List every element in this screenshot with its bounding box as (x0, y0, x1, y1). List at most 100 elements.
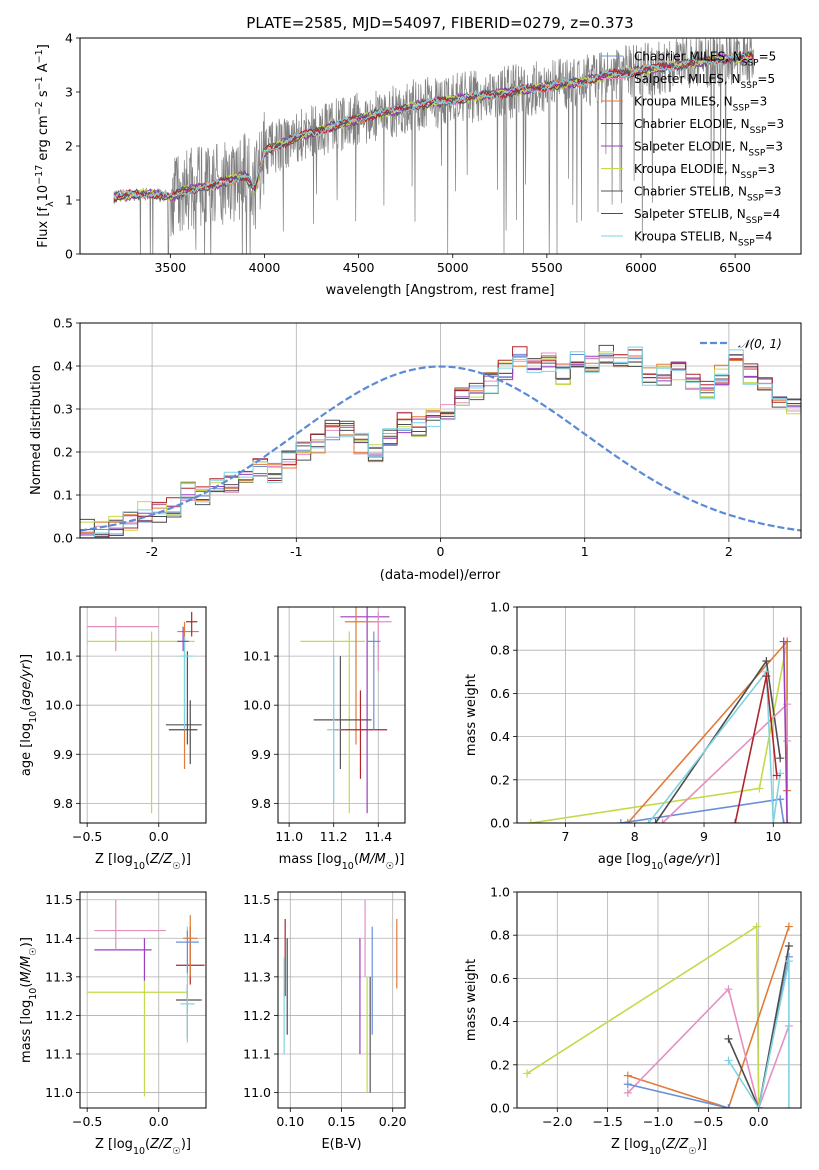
legend-label-suffix: =5 (759, 50, 777, 64)
mass-weight-line (530, 641, 788, 823)
y-tick-label: 0.0 (490, 1101, 510, 1116)
label-part: Z [log (611, 1137, 649, 1152)
mass_vs_Z-y-axis-label: mass [log10(M/M☉)] (19, 937, 39, 1063)
label-part: −17 (34, 165, 45, 185)
mass-weight-marker (784, 1104, 793, 1108)
x-tick-label: −0.5 (72, 829, 102, 844)
mass-weight-marker (623, 1080, 632, 1089)
x-tick-label: 11.2 (320, 829, 348, 844)
mass-weight-line (727, 960, 790, 1108)
plot-area (300, 607, 392, 814)
plot-area (283, 899, 398, 1093)
legend-label-text: Salpeter ELODIE, N (634, 140, 748, 154)
age_vs_mass-x-axis-label: mass [log10(M/M☉)] (279, 852, 405, 872)
label-part: −1 (34, 76, 45, 90)
y-tick-label: 0.2 (490, 772, 510, 787)
legend-label-subscript: SSP (741, 81, 758, 91)
mass_vs_ebv-x-axis-label: E(B-V) (321, 1137, 361, 1152)
mass-weight-marker (526, 819, 535, 823)
label-part: ( (661, 1137, 666, 1152)
legend-label-subscript: SSP (738, 239, 755, 249)
legend-label: Chabrier MILES, NSSP=5 (634, 50, 776, 69)
y-tick-label: 11.1 (243, 1047, 271, 1062)
x-tick-label: 6000 (625, 260, 657, 275)
spectrum-title: PLATE=2585, MJD=54097, FIBERID=0279, z=0… (246, 14, 633, 32)
plot-area (113, 38, 755, 254)
label-part: ( (145, 852, 150, 867)
legend-label-subscript: SSP (748, 149, 765, 159)
y-tick-label: 1.0 (490, 600, 510, 615)
y-tick-label: 0.2 (490, 1057, 510, 1072)
axes-frame (277, 606, 406, 824)
label-part: −1 (34, 49, 45, 63)
label-part: E(B-V) (321, 1137, 361, 1152)
y-tick-label: 11.0 (45, 1085, 73, 1100)
legend-label-subscript: SSP (741, 171, 758, 181)
label-part: ( (19, 706, 34, 711)
legend-label: Kroupa MILES, NSSP=3 (634, 95, 767, 114)
errorbar-point (327, 656, 341, 804)
legend-label: Kroupa STELIB, NSSP=4 (634, 230, 772, 249)
errorbar-point (87, 616, 159, 652)
label-part: s (36, 90, 51, 101)
label-part: )] (710, 852, 720, 867)
y-tick-label: 11.4 (45, 931, 73, 946)
label-part: ☉ (28, 947, 39, 956)
x-tick-label: 0 (437, 544, 445, 559)
x-tick-label: −0.5 (72, 1114, 102, 1129)
legend-label-suffix: =3 (766, 117, 784, 131)
label-part: ☉ (172, 861, 181, 872)
mass-weight-line (654, 658, 781, 823)
label-part: mass [log (19, 1000, 34, 1063)
errorbar-point (313, 656, 372, 769)
y-tick-label: 10.0 (45, 698, 73, 713)
mass-vs-metallicity-panel: −0.5 0.011.011.111.211.311.411.5Z [log10(… (19, 891, 207, 1157)
mass-weight-marker (623, 1071, 632, 1080)
mass-weight-marker (776, 795, 785, 804)
y-tick-label: 0.0 (53, 531, 73, 546)
y-tick-label: 0 (65, 247, 73, 262)
histogram-step-line (80, 349, 801, 537)
axes-frame (79, 891, 207, 1109)
mass-weight-marker (623, 1088, 632, 1097)
legend-label: Salpeter MILES, NSSP=5 (634, 72, 775, 91)
label-part: ( (145, 1137, 150, 1152)
legend-label: Kroupa ELODIE, NSSP=3 (634, 162, 775, 181)
y-tick-label: 11.2 (243, 1008, 271, 1023)
histogram-step-line (80, 355, 801, 533)
gaussian-reference-curve (80, 365, 801, 532)
label-part: age [log (598, 852, 651, 867)
y-tick-label: 0.4 (490, 1014, 510, 1029)
x-tick-label: 0.15 (328, 1114, 356, 1129)
legend-label-text: Chabrier STELIB, N (634, 185, 747, 199)
legend-label-subscript: SSP (733, 104, 750, 114)
x-tick-label: 11.4 (364, 829, 392, 844)
residuals-x-axis-label: (data-model)/error (380, 568, 501, 583)
errorbar-point (177, 621, 199, 769)
x-tick-label: 0.10 (276, 1114, 304, 1129)
mass-weight-line (647, 669, 781, 823)
label-part: Normed distribution (29, 365, 44, 495)
legend-label: Chabrier STELIB, NSSP=3 (634, 185, 782, 204)
y-tick-label: 9.8 (53, 796, 73, 811)
x-tick-label: −0.5 (693, 1114, 723, 1129)
histogram-step-line (80, 344, 801, 535)
y-tick-label: 11.5 (45, 892, 73, 907)
x-tick-label: 8 (631, 829, 639, 844)
mass-weight-marker (783, 736, 792, 745)
y-tick-label: 1.0 (490, 885, 510, 900)
errorbar-point (185, 611, 198, 637)
weight_vs_age-x-axis-label: age [log10(age/yr)] (598, 852, 720, 872)
label-part: Z/Z (149, 852, 173, 867)
weight-vs-metallicity-panel: −2.0 −1.5 −1.0 −0.5 0.0 0.0 0.2 0.4 0.6 0.8 1.0 Z [… (464, 885, 802, 1157)
x-tick-label: 7 (562, 829, 570, 844)
plot-area (87, 899, 205, 1097)
axes-frame (277, 891, 406, 1109)
errorbar-point (300, 631, 365, 814)
x-tick-label: 9 (700, 829, 708, 844)
spectrum-y-axis-label: Flux [fλ10−17 erg cm−2 s−1 A−1] (34, 44, 56, 248)
x-tick-label: 4000 (249, 260, 281, 275)
errorbar-point (177, 626, 189, 652)
axes-frame (79, 606, 207, 824)
legend-label: Chabrier ELODIE, NSSP=3 (634, 117, 784, 136)
